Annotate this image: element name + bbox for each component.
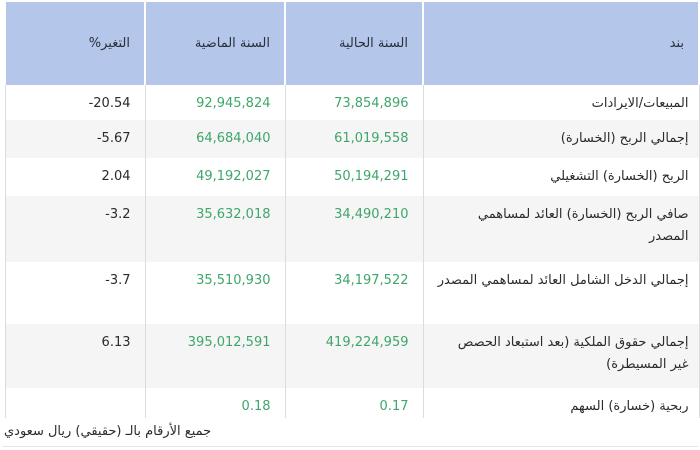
row-change-pct: 20.54-	[4, 85, 146, 120]
currency-note: جميع الأرقام بالـ (حقيقي) ريال سعودي	[4, 424, 212, 439]
row-change-pct: 2.04	[4, 158, 146, 196]
row-item: إجمالي الربح (الخسارة)	[422, 120, 700, 158]
row-item: إجمالي الدخل الشامل العائد لمساهمي المصد…	[422, 262, 700, 324]
row-item: ربحية (خسارة) السهم	[422, 388, 700, 418]
row-previous-year: 0.18	[144, 388, 286, 418]
row-change-pct: 6.13	[4, 324, 146, 388]
row-current-year: 73,854,896	[284, 85, 424, 120]
row-current-year: 34,197,522	[284, 262, 424, 324]
row-current-year: 0.17	[284, 388, 424, 418]
row-item: إجمالي حقوق الملكية (بعد استبعاد الحصص غ…	[422, 324, 700, 388]
financial-results-table: بند السنة الحالية السنة الماضية التغير% …	[4, 2, 700, 418]
row-previous-year: 35,632,018	[144, 196, 286, 262]
table-header-row: بند السنة الحالية السنة الماضية التغير%	[4, 2, 700, 85]
header-change-pct: التغير%	[4, 2, 146, 85]
row-current-year: 419,224,959	[284, 324, 424, 388]
header-previous-year: السنة الماضية	[144, 2, 286, 85]
row-change-pct: 3.7-	[4, 262, 146, 324]
table-row: الربح (الخسارة) التشغيلي 50,194,291 49,1…	[4, 158, 700, 196]
row-change-pct	[4, 388, 146, 418]
row-current-year: 61,019,558	[284, 120, 424, 158]
row-change-pct: 5.67-	[4, 120, 146, 158]
row-current-year: 50,194,291	[284, 158, 424, 196]
table-row: إجمالي الربح (الخسارة) 61,019,558 64,684…	[4, 120, 700, 158]
financial-results-container: بند السنة الحالية السنة الماضية التغير% …	[2, 2, 700, 418]
row-item: صافي الربح (الخسارة) العائد لمساهمي المص…	[422, 196, 700, 262]
table-row: إجمالي الدخل الشامل العائد لمساهمي المصد…	[4, 262, 700, 324]
table-row: إجمالي حقوق الملكية (بعد استبعاد الحصص غ…	[4, 324, 700, 388]
row-change-pct: 3.2-	[4, 196, 146, 262]
header-item: بند	[422, 2, 700, 85]
row-current-year: 34,490,210	[284, 196, 424, 262]
row-previous-year: 49,192,027	[144, 158, 286, 196]
row-previous-year: 92,945,824	[144, 85, 286, 120]
header-current-year: السنة الحالية	[284, 2, 424, 85]
row-previous-year: 35,510,930	[144, 262, 286, 324]
table-row: المبيعات/الايرادات 73,854,896 92,945,824…	[4, 85, 700, 120]
table-row: ربحية (خسارة) السهم 0.17 0.18	[4, 388, 700, 418]
row-item: الربح (الخسارة) التشغيلي	[422, 158, 700, 196]
table-row: صافي الربح (الخسارة) العائد لمساهمي المص…	[4, 196, 700, 262]
bottom-divider	[2, 446, 698, 447]
row-item: المبيعات/الايرادات	[422, 85, 700, 120]
row-previous-year: 395,012,591	[144, 324, 286, 388]
row-previous-year: 64,684,040	[144, 120, 286, 158]
